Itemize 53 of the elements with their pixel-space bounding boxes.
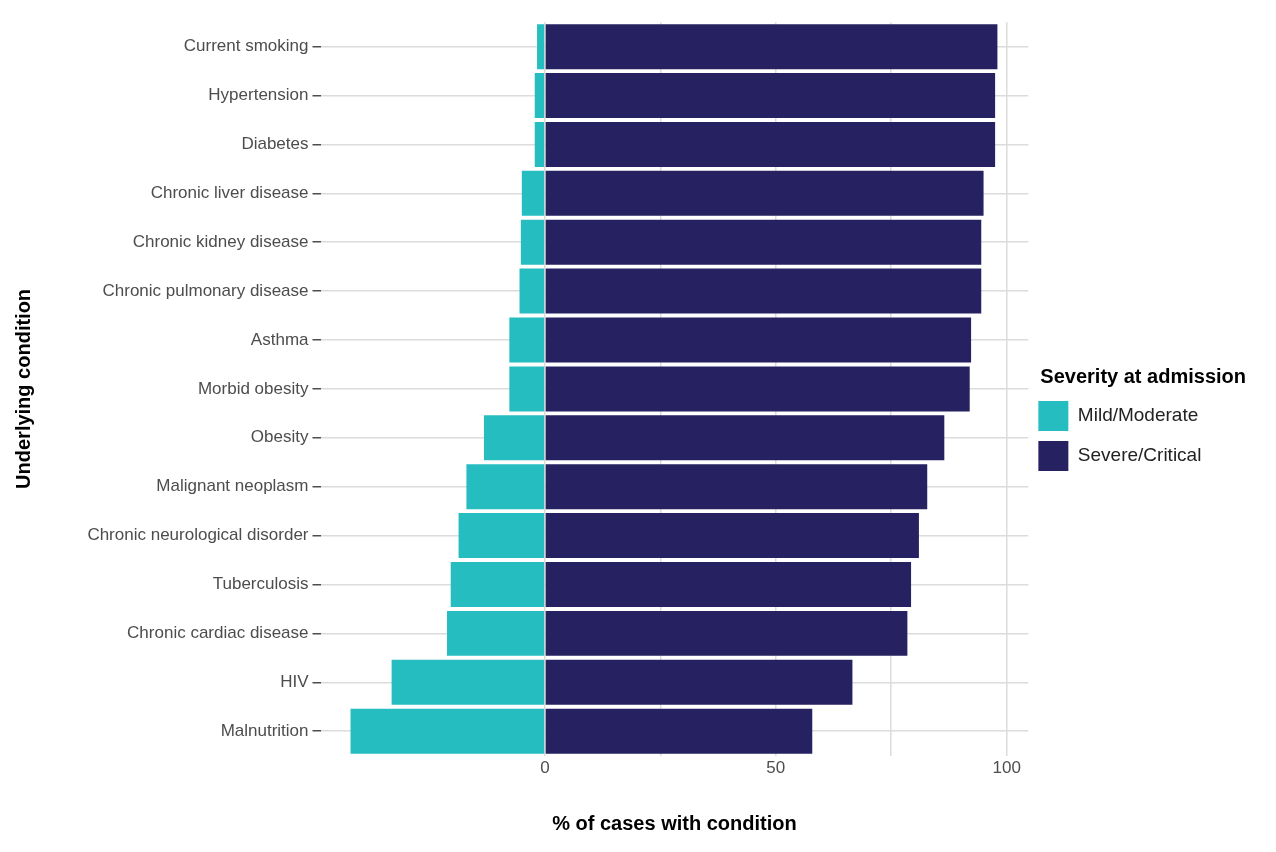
bar (447, 610, 545, 656)
bar (458, 513, 545, 559)
y-tick-label: Tuberculosis (212, 574, 309, 594)
y-tick-label: Malignant neoplasm (156, 476, 309, 496)
y-tick-label: Chronic pulmonary disease (102, 280, 309, 300)
bar (534, 73, 545, 119)
y-tick-label: HIV (280, 671, 310, 691)
legend-label: Severe/Critical (1077, 444, 1202, 466)
y-tick-label: Malnutrition (220, 720, 309, 740)
y-tick-label: Hypertension (208, 85, 309, 105)
bar (483, 415, 545, 461)
y-tick-label: Morbid obesity (197, 378, 309, 398)
bar (545, 415, 945, 461)
bar (545, 610, 908, 656)
bar (545, 513, 919, 559)
y-tick-label: Current smoking (183, 36, 309, 56)
x-tick-label: 100 (992, 758, 1021, 778)
y-tick-label: Asthma (250, 329, 310, 349)
bar (545, 219, 982, 265)
x-tick-label: 0 (540, 758, 550, 778)
y-tick-label: Chronic liver disease (150, 183, 309, 203)
x-tick-label: 50 (766, 758, 786, 778)
bar (545, 317, 972, 363)
y-tick-label: Diabetes (241, 134, 309, 154)
bar (545, 73, 996, 119)
bar (545, 170, 984, 216)
y-tick-label: Obesity (250, 427, 309, 447)
bar (391, 659, 545, 705)
x-axis-title: % of cases with condition (552, 811, 797, 834)
bar (450, 561, 545, 607)
bar (545, 561, 912, 607)
bar (545, 464, 928, 510)
bar (519, 268, 545, 314)
bar (509, 366, 545, 412)
legend-title: Severity at admission (1040, 364, 1247, 387)
bar (545, 121, 996, 167)
y-axis-title: Underlying condition (11, 288, 34, 489)
bar (545, 659, 853, 705)
bar (534, 121, 545, 167)
bar (509, 317, 545, 363)
y-tick-label: Chronic kidney disease (132, 231, 309, 251)
bar (537, 24, 545, 70)
bar (466, 464, 545, 510)
y-tick-label: Chronic cardiac disease (127, 623, 309, 643)
bar (545, 268, 982, 314)
bar (520, 219, 545, 265)
bar (545, 24, 998, 70)
y-tick-label: Chronic neurological disorder (87, 525, 309, 545)
bar (545, 708, 813, 754)
bar (350, 708, 545, 754)
bar (521, 170, 545, 216)
legend-label: Mild/Moderate (1077, 404, 1199, 426)
bar (545, 366, 970, 412)
